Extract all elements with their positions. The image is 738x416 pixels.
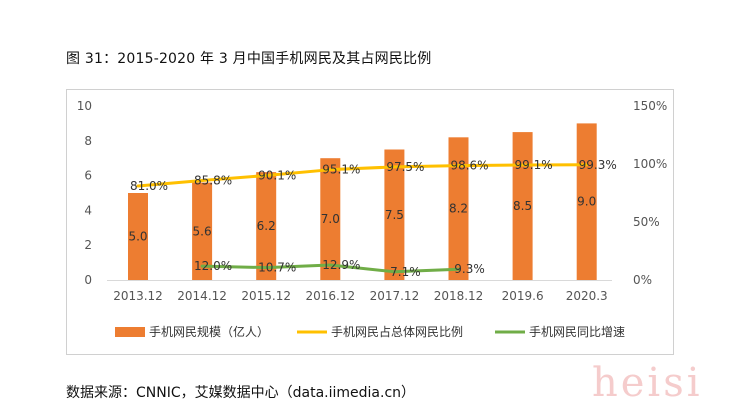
growth-data-label: 12.9% xyxy=(322,258,360,272)
source-note: 数据来源：CNNIC，艾媒数据中心（data.iimedia.cn） xyxy=(66,385,416,401)
growth-data-label: 7.1% xyxy=(390,265,421,279)
bar-scale xyxy=(192,182,213,280)
bar-data-label: 8.5 xyxy=(513,199,532,213)
bar-data-label: 7.5 xyxy=(385,208,404,222)
share-data-label: 85.8% xyxy=(194,173,232,187)
share-data-label: 99.3% xyxy=(579,158,617,172)
growth-data-label: 10.7% xyxy=(258,261,296,275)
bar-scale xyxy=(256,172,277,280)
bar-data-label: 5.0 xyxy=(128,230,147,244)
bar-data-label: 8.2 xyxy=(449,202,468,216)
bar-scale xyxy=(384,149,405,280)
x-axis-category-label: 2019.6 xyxy=(502,289,544,303)
bar-scale xyxy=(576,123,597,281)
share-data-label: 90.1% xyxy=(258,168,296,182)
left-axis-tick-label: 2 xyxy=(84,238,92,252)
x-axis-category-label: 2018.12 xyxy=(434,289,484,303)
bar-data-label: 5.6 xyxy=(193,224,212,238)
share-data-label: 81.0% xyxy=(130,179,168,193)
bar-scale xyxy=(128,193,148,280)
x-axis-category-label: 2014.12 xyxy=(177,289,227,303)
x-axis-category-label: 2020.3 xyxy=(566,289,608,303)
share-data-label: 97.5% xyxy=(386,160,424,174)
chart-container: 0 2 4 6 8 10 0% 50% 100% 150% 2013.12 2014.12 2015.1… xyxy=(66,89,674,355)
bar-data-label: 6.2 xyxy=(257,219,276,233)
legend-label: 手机网民同比增速 xyxy=(529,325,625,339)
share-line xyxy=(136,163,589,188)
figure-title: 图 31：2015-2020 年 3 月中国手机网民及其占网民比例 xyxy=(66,51,432,67)
right-axis-tick-label: 150% xyxy=(633,99,667,113)
left-axis-tick-label: 0 xyxy=(84,273,92,287)
x-axis-category-label: 2013.12 xyxy=(113,289,163,303)
right-axis-tick-label: 0% xyxy=(633,273,652,287)
left-axis-tick-label: 10 xyxy=(77,99,92,113)
x-axis-category-label: 2015.12 xyxy=(241,289,291,303)
bar-scale xyxy=(448,137,469,280)
legend-label: 手机网民占总体网民比例 xyxy=(331,324,463,339)
growth-data-label: 12.0% xyxy=(194,259,232,273)
growth-data-label: 9.3% xyxy=(454,262,485,276)
bar-data-label: 7.0 xyxy=(321,212,340,226)
bar-scale xyxy=(512,132,533,280)
right-axis-tick-label: 100% xyxy=(633,157,667,171)
legend-label: 手机网民规模（亿人） xyxy=(149,324,269,339)
growth-line xyxy=(200,263,460,274)
left-axis-tick-label: 6 xyxy=(84,169,92,183)
watermark: heisi xyxy=(592,360,703,406)
left-axis-tick-label: 4 xyxy=(84,203,92,217)
x-axis-category-label: 2016.12 xyxy=(305,289,355,303)
x-axis-category-label: 2017.12 xyxy=(370,289,420,303)
share-data-label: 95.1% xyxy=(322,163,360,177)
left-axis-tick-label: 8 xyxy=(84,134,92,148)
legend-swatch-bar xyxy=(115,327,145,337)
share-data-label: 99.1% xyxy=(515,158,553,172)
share-data-label: 98.6% xyxy=(450,159,488,173)
bar-scale xyxy=(320,158,341,280)
bar-data-label: 9.0 xyxy=(577,195,596,209)
right-axis-tick-label: 50% xyxy=(633,215,660,229)
